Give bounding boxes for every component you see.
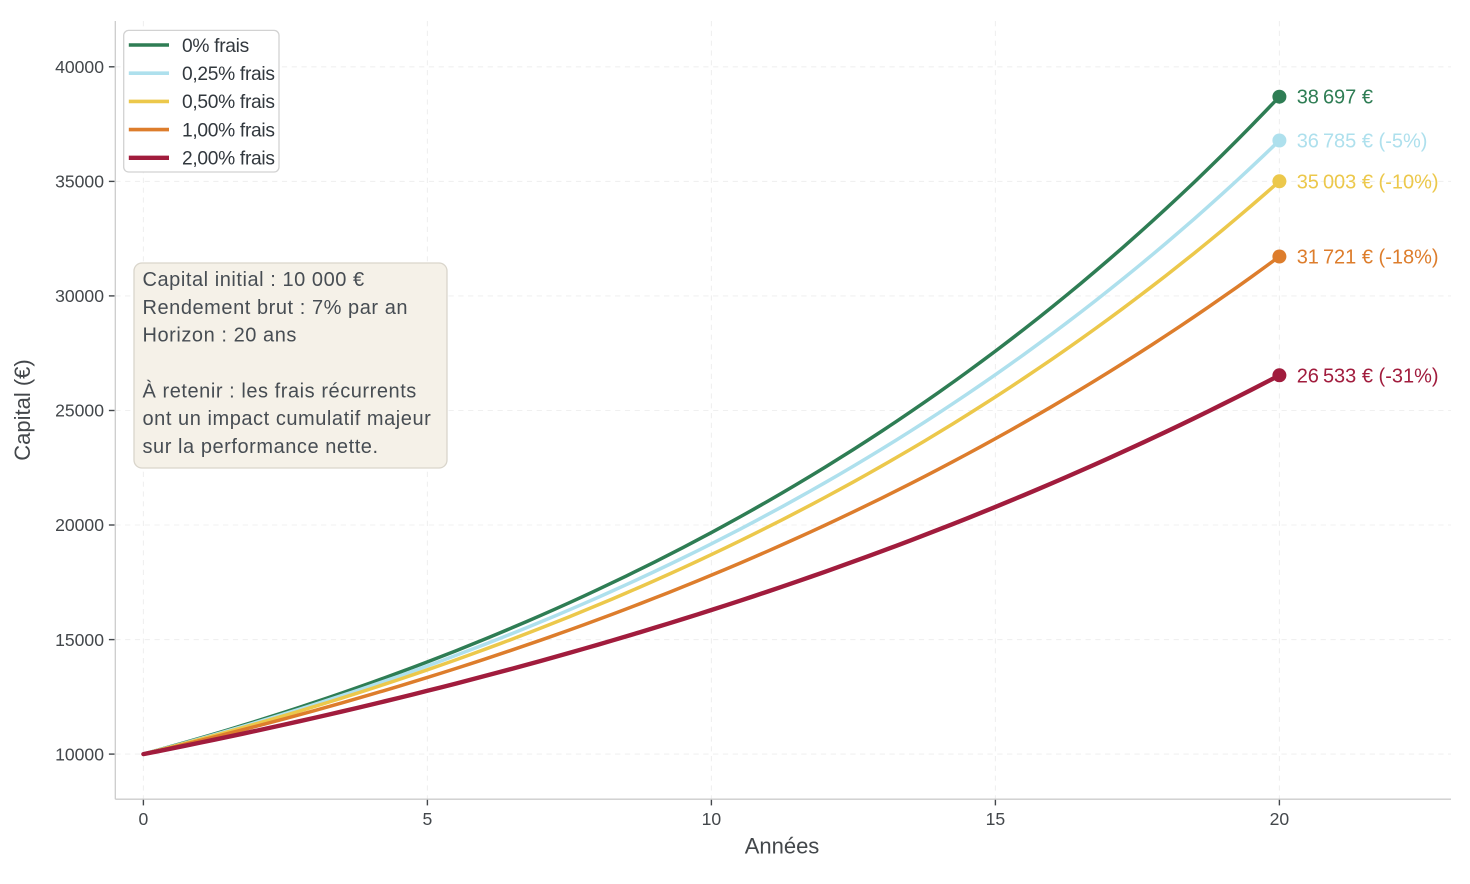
svg-text:sur la performance nette.: sur la performance nette.: [143, 436, 379, 458]
svg-text:Années: Années: [745, 834, 820, 859]
svg-text:À retenir : les frais récurren: À retenir : les frais récurrents: [143, 379, 417, 402]
svg-text:Rendement brut : 7% par an: Rendement brut : 7% par an: [143, 297, 409, 319]
svg-text:20: 20: [1270, 809, 1290, 829]
svg-text:0,25% frais: 0,25% frais: [182, 64, 275, 85]
svg-text:15: 15: [986, 809, 1006, 829]
svg-text:ont un impact cumulatif majeur: ont un impact cumulatif majeur: [143, 408, 432, 430]
svg-text:10000: 10000: [55, 744, 104, 764]
svg-text:40000: 40000: [55, 57, 104, 77]
svg-text:10: 10: [702, 809, 722, 829]
svg-text:26 533 € (-31%): 26 533 € (-31%): [1297, 365, 1439, 387]
svg-text:30000: 30000: [55, 286, 104, 306]
svg-text:5: 5: [423, 809, 433, 829]
svg-text:0: 0: [139, 809, 149, 829]
svg-text:Capital initial : 10 000 €: Capital initial : 10 000 €: [143, 269, 365, 291]
svg-text:15000: 15000: [55, 630, 104, 650]
svg-text:36 785 € (-5%): 36 785 € (-5%): [1297, 131, 1428, 153]
svg-text:31 721 € (-18%): 31 721 € (-18%): [1297, 247, 1439, 269]
svg-text:Horizon : 20 ans: Horizon : 20 ans: [143, 325, 297, 347]
svg-text:0,50% frais: 0,50% frais: [182, 92, 275, 113]
svg-text:2,00% frais: 2,00% frais: [182, 149, 275, 170]
svg-text:20000: 20000: [55, 515, 104, 535]
svg-text:1,00% frais: 1,00% frais: [182, 120, 275, 141]
svg-text:Capital (€): Capital (€): [10, 359, 35, 460]
svg-text:0% frais: 0% frais: [182, 36, 249, 57]
svg-text:25000: 25000: [55, 401, 104, 421]
svg-text:35 003 € (-10%): 35 003 € (-10%): [1297, 171, 1439, 193]
svg-text:35000: 35000: [55, 172, 104, 192]
svg-text:38 697 €: 38 697 €: [1297, 87, 1373, 109]
